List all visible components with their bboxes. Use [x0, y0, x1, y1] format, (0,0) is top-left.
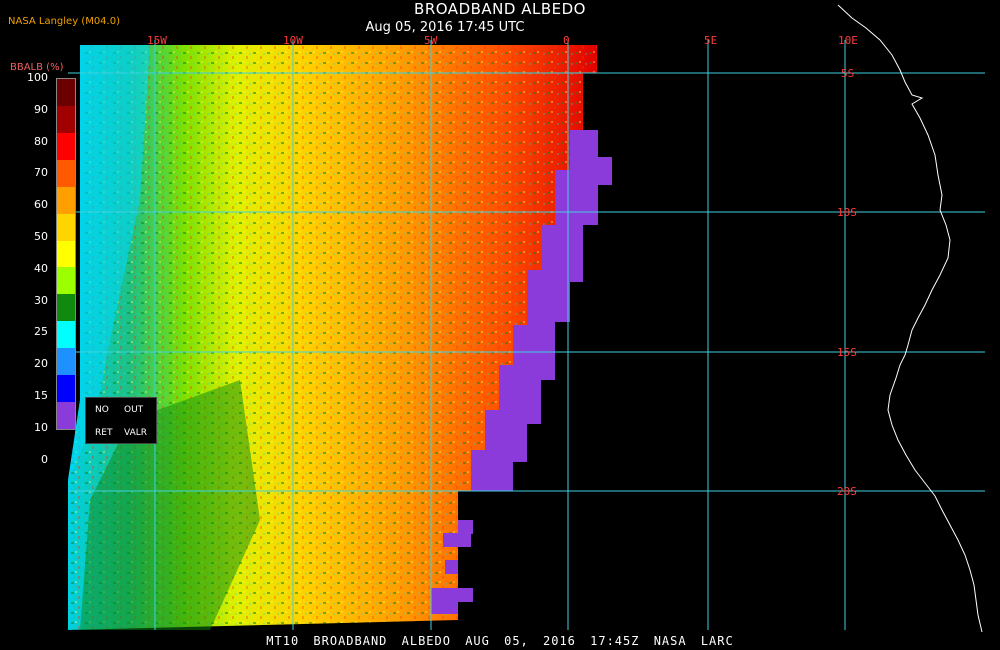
lon-label: 0 — [563, 34, 570, 47]
lat-lon-grid — [68, 40, 985, 630]
colorbar-segment — [57, 186, 75, 215]
longitude-labels: 15W 10W 5W 0 5E 10E — [147, 34, 858, 47]
map-subtitle: Aug 05, 2016 17:45 UTC — [365, 20, 525, 35]
coastline — [837, 4, 983, 633]
colorbar-segment — [57, 79, 75, 107]
lon-label: 10W — [283, 34, 303, 47]
colorbar-tick-label: 10 — [34, 420, 48, 434]
lon-label: 10E — [838, 34, 858, 47]
key-out: OUT — [124, 405, 144, 415]
colorbar-tick-label: 0 — [41, 452, 48, 466]
lon-label: 5E — [704, 34, 717, 47]
lon-label: 15W — [147, 34, 167, 47]
footer-caption: MT10 BROADBAND ALBEDO AUG 05, 2016 17:45… — [266, 634, 734, 648]
lat-label: 5S — [841, 67, 854, 80]
producer-label: NASA Langley (M04.0) — [8, 16, 120, 27]
colorbar-segment — [57, 375, 75, 403]
colorbar-segment — [57, 321, 75, 349]
lat-label: 15S — [837, 346, 857, 359]
legend-key-box: NO OUT RET VALR — [85, 397, 157, 444]
colorbar-segment — [57, 294, 75, 322]
colorbar-tick-label: 100 — [27, 71, 48, 84]
no-retrieval-area — [431, 130, 612, 614]
colorbar-tick-label: 25 — [34, 325, 48, 339]
colorbar — [56, 78, 76, 430]
colorbar-segment — [57, 402, 75, 430]
colorbar-tick-label: 30 — [34, 293, 48, 307]
colorbar-tick-label: 20 — [34, 357, 48, 371]
colorbar-segment — [57, 267, 75, 295]
latitude-labels: 5S 10S 15S 20S — [837, 67, 857, 498]
colorbar-segment — [57, 348, 75, 376]
lon-label: 5W — [424, 34, 438, 47]
colorbar-tick-label: 15 — [34, 389, 48, 402]
colorbar-segment — [57, 132, 75, 161]
colorbar-segment — [57, 213, 75, 242]
colorbar-segment — [57, 240, 75, 268]
map-title: BROADBAND ALBEDO — [414, 0, 586, 18]
lat-label: 20S — [837, 485, 857, 498]
colorbar-tick-label: 40 — [34, 261, 48, 275]
lat-label: 10S — [837, 206, 857, 219]
colorbar-tick-label: 50 — [34, 230, 48, 243]
key-valr: VALR — [124, 428, 148, 438]
colorbar-tick-label: 60 — [34, 198, 48, 212]
colorbar-tick-label: 80 — [34, 134, 48, 148]
colorbar-segment — [57, 159, 75, 188]
key-ret: RET — [95, 428, 113, 438]
colorbar-tick-label: 90 — [34, 102, 48, 116]
key-no: NO — [95, 405, 109, 415]
colorbar-tick-label: 70 — [34, 166, 48, 180]
colorbar-title: BBALB (%) — [10, 62, 64, 73]
colorbar-segment — [57, 105, 75, 134]
